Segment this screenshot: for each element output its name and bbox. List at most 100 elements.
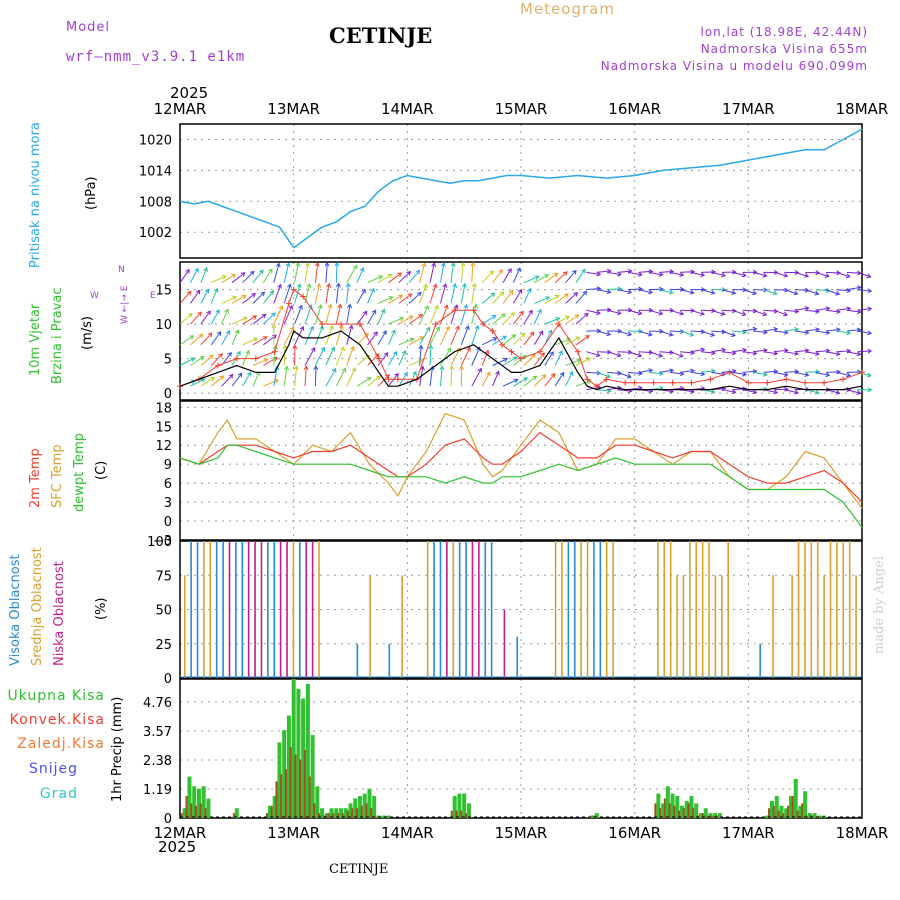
wind-arrow bbox=[648, 271, 663, 276]
wind-arrowhead bbox=[203, 266, 208, 272]
wind-arrowhead bbox=[783, 311, 789, 317]
wind-arrow bbox=[836, 371, 851, 377]
wind-arrow bbox=[502, 312, 515, 325]
wind-arrowhead bbox=[241, 294, 247, 299]
wind-arrowhead bbox=[547, 329, 553, 335]
wind-arrowhead bbox=[227, 351, 232, 357]
wind-arrow bbox=[763, 289, 777, 295]
precip-conv-bar bbox=[374, 816, 377, 818]
cloud-ytick-label: 0 bbox=[164, 672, 172, 687]
wind-arrow bbox=[335, 262, 338, 283]
precip-conv-bar bbox=[711, 815, 714, 818]
precip-conv-bar bbox=[777, 810, 780, 818]
wind-arrowhead bbox=[443, 304, 449, 310]
wind-arrowhead bbox=[253, 337, 259, 342]
wind-arrow bbox=[471, 325, 479, 345]
wind-arrow bbox=[387, 373, 399, 387]
wind-arrowhead bbox=[549, 351, 554, 356]
precip-conv-bar bbox=[687, 803, 690, 818]
wind-arrow bbox=[825, 371, 841, 373]
precip-total-bar bbox=[320, 808, 325, 818]
precip-panel-frame bbox=[179, 678, 863, 819]
wind-arrowhead bbox=[255, 370, 261, 376]
wind-arrow bbox=[784, 309, 799, 313]
wind-arrow bbox=[419, 263, 426, 283]
wind-arrow bbox=[221, 309, 229, 325]
wind-arrowhead bbox=[331, 367, 337, 373]
wind-arrow bbox=[356, 355, 370, 366]
wind-arrow bbox=[440, 283, 447, 304]
wind-arrowhead bbox=[474, 324, 480, 330]
wind-arrow bbox=[325, 262, 328, 283]
wind-arrow bbox=[711, 309, 725, 315]
wind-arrow bbox=[460, 283, 466, 304]
wind-arrow bbox=[325, 304, 332, 325]
wind-arrow bbox=[565, 336, 580, 346]
wind-arrowhead bbox=[658, 271, 664, 277]
precip-conv-bar bbox=[692, 808, 695, 818]
wind-arrow bbox=[773, 371, 788, 376]
wind-arrow bbox=[283, 305, 293, 325]
wind-arrow bbox=[190, 334, 203, 346]
temp-ytick-label: 15 bbox=[155, 420, 172, 435]
precip-total-bar bbox=[291, 679, 296, 818]
wind-arrow bbox=[439, 262, 445, 283]
wind-arrow bbox=[690, 348, 705, 353]
wind-arrow bbox=[752, 271, 767, 277]
wind-arrowhead bbox=[596, 328, 602, 334]
wind-arrowhead bbox=[596, 310, 601, 316]
precip-total-bar bbox=[708, 813, 713, 818]
wind-arrowhead bbox=[491, 314, 497, 320]
wind-arrowhead bbox=[845, 273, 851, 279]
wind-arrowhead bbox=[306, 283, 312, 288]
wind-arrowhead bbox=[471, 282, 477, 288]
wind-arrow bbox=[190, 378, 205, 387]
wind-arrow bbox=[554, 293, 569, 304]
precip-total-bar bbox=[812, 813, 817, 818]
wind-arrowhead bbox=[540, 352, 545, 358]
precip-conv-bar bbox=[791, 796, 794, 818]
wind-arrow bbox=[346, 283, 349, 304]
wind-arrow bbox=[784, 289, 798, 295]
wind-arrowhead bbox=[449, 365, 455, 370]
wind-arrowhead bbox=[699, 310, 705, 316]
wind-arrow bbox=[263, 357, 278, 366]
wind-arrowhead bbox=[867, 306, 873, 312]
wind-arrow bbox=[680, 370, 695, 373]
precip-total-bar bbox=[343, 808, 348, 818]
wind-arrowhead bbox=[383, 352, 389, 357]
precip-total-bar bbox=[703, 808, 708, 818]
wind-arrowhead bbox=[422, 283, 428, 289]
wind-arrowhead bbox=[221, 275, 227, 280]
precip-total-bar bbox=[817, 815, 822, 818]
wind-arrowhead bbox=[277, 283, 282, 289]
precip-total-bar bbox=[329, 808, 334, 818]
temp-panel-frame bbox=[179, 400, 863, 541]
precip-total-bar bbox=[386, 815, 391, 818]
wind-arrowhead bbox=[783, 372, 789, 377]
wind-arrow bbox=[857, 350, 872, 353]
wind-arrowhead bbox=[309, 325, 315, 331]
wind-arrowhead bbox=[866, 273, 872, 279]
wind-arrow bbox=[460, 262, 464, 283]
wind-arrowhead bbox=[814, 389, 820, 395]
wind-arrow bbox=[356, 332, 369, 346]
precip-total-bar bbox=[661, 803, 666, 818]
wind-arrowhead bbox=[335, 282, 341, 288]
wind-arrowhead bbox=[616, 310, 622, 316]
wind-arrowhead bbox=[442, 283, 448, 289]
wind-arrowhead bbox=[470, 261, 476, 267]
wind-arrowhead bbox=[507, 268, 512, 273]
wind-arrow bbox=[586, 309, 601, 314]
wind-arrow bbox=[752, 309, 767, 316]
wind-arrowhead bbox=[835, 351, 841, 357]
precip-conv-bar bbox=[270, 805, 273, 818]
wind-arrowhead bbox=[762, 272, 768, 278]
precip-total-bar bbox=[803, 791, 808, 818]
wind-arrowhead bbox=[334, 261, 340, 267]
wind-arrow bbox=[669, 309, 684, 315]
wind-arrowhead bbox=[296, 283, 302, 289]
precip-total-bar bbox=[353, 798, 358, 818]
wind-arrowhead bbox=[317, 303, 323, 309]
wind-arrow bbox=[742, 328, 757, 332]
